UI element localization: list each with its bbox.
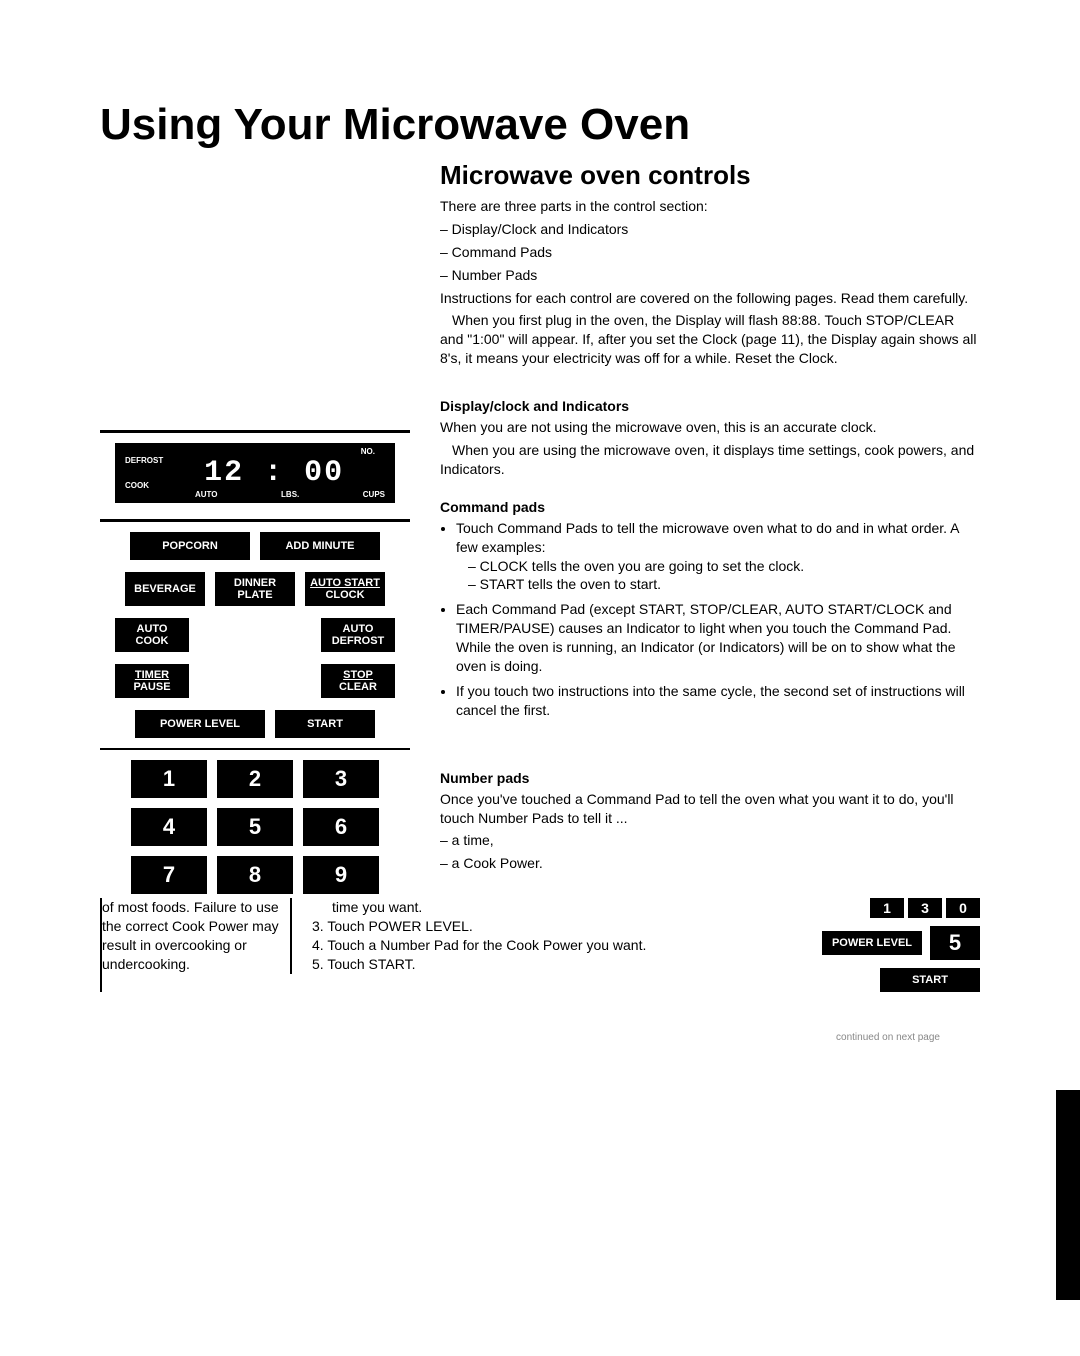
- intro-l1: – Display/Clock and Indicators: [440, 220, 980, 239]
- num-2-button[interactable]: 2: [217, 760, 293, 798]
- stop-clear-button[interactable]: STOP CLEAR: [321, 664, 395, 698]
- num-9-button[interactable]: 9: [303, 856, 379, 894]
- num-4-button[interactable]: 4: [131, 808, 207, 846]
- number-l2: – a Cook Power.: [440, 854, 980, 873]
- num-7-button[interactable]: 7: [131, 856, 207, 894]
- mini-power-level-button[interactable]: POWER LEVEL: [822, 931, 922, 955]
- intro-p2: Instructions for each control are covere…: [440, 289, 980, 308]
- auto-start-clock-button[interactable]: AUTO START CLOCK: [305, 572, 385, 606]
- num-6-button[interactable]: 6: [303, 808, 379, 846]
- cp-mid-text: time you want. 3. Touch POWER LEVEL. 4. …: [312, 898, 802, 974]
- display-p1: When you are not using the microwave ove…: [440, 418, 980, 437]
- lbs-label: LBS.: [281, 490, 299, 499]
- mini-num-3[interactable]: 3: [908, 898, 942, 918]
- display-p2: When you are using the microwave oven, i…: [440, 441, 980, 479]
- num-3-button[interactable]: 3: [303, 760, 379, 798]
- num-8-button[interactable]: 8: [217, 856, 293, 894]
- defrost-label: DEFROST: [125, 456, 163, 465]
- continued-text: continued on next page: [100, 1032, 980, 1043]
- command-pads-block: POPCORN ADD MINUTE BEVERAGE DINNER PLATE: [100, 532, 410, 750]
- intro-p3: When you first plug in the oven, the Dis…: [440, 311, 980, 368]
- popcorn-button[interactable]: POPCORN: [130, 532, 250, 560]
- num-1-button[interactable]: 1: [131, 760, 207, 798]
- number-p1: Once you've touched a Command Pad to tel…: [440, 790, 980, 828]
- num-5-button[interactable]: 5: [217, 808, 293, 846]
- auto-label: AUTO: [195, 490, 218, 499]
- number-pads-block: 1 2 3 4 5 6 7 8 9: [100, 760, 410, 894]
- page-title: Using Your Microwave Oven: [100, 100, 980, 150]
- mini-num-5[interactable]: 5: [930, 926, 980, 960]
- number-l1: – a time,: [440, 831, 980, 850]
- intro-l3: – Number Pads: [440, 266, 980, 285]
- mini-num-0[interactable]: 0: [946, 898, 980, 918]
- mini-num-1[interactable]: 1: [870, 898, 904, 918]
- cp-right-panel: 1 3 0 POWER LEVEL 5 START: [822, 898, 980, 992]
- display-segment: 12 : 00: [163, 456, 385, 490]
- display-section-head: Display/clock and Indicators: [440, 398, 980, 414]
- dinner-plate-button[interactable]: DINNER PLATE: [215, 572, 295, 606]
- start-button[interactable]: START: [275, 710, 375, 738]
- timer-pause-button[interactable]: TIMER PAUSE: [115, 664, 189, 698]
- intro-l2: – Command Pads: [440, 243, 980, 262]
- auto-cook-button[interactable]: AUTO COOK: [115, 618, 189, 652]
- cook-label: COOK: [125, 481, 163, 490]
- command-section-head: Command pads: [440, 499, 980, 515]
- mini-start-button[interactable]: START: [880, 968, 980, 992]
- command-bullets: Touch Command Pads to tell the microwave…: [440, 519, 980, 720]
- display-panel-block: DEFROST COOK 12 : 00 NO. AUTO LBS. CUPS: [100, 430, 410, 522]
- no-label: NO.: [361, 447, 375, 456]
- cp-left-text: of most foods. Failure to use the correc…: [102, 898, 292, 974]
- number-section-head: Number pads: [440, 770, 980, 786]
- add-minute-button[interactable]: ADD MINUTE: [260, 532, 380, 560]
- auto-defrost-button[interactable]: AUTO DEFROST: [321, 618, 395, 652]
- display-panel: DEFROST COOK 12 : 00 NO. AUTO LBS. CUPS: [115, 443, 395, 503]
- beverage-button[interactable]: BEVERAGE: [125, 572, 205, 606]
- power-level-button[interactable]: POWER LEVEL: [135, 710, 265, 738]
- section-subtitle: Microwave oven controls: [440, 160, 980, 191]
- side-black-bar: [1056, 1090, 1080, 1300]
- cups-label: CUPS: [363, 490, 385, 499]
- cook-power-section: of most foods. Failure to use the correc…: [100, 898, 980, 992]
- right-column: Microwave oven controls There are three …: [440, 160, 980, 894]
- left-column: DEFROST COOK 12 : 00 NO. AUTO LBS. CUPS: [100, 160, 410, 894]
- intro-p1: There are three parts in the control sec…: [440, 197, 980, 216]
